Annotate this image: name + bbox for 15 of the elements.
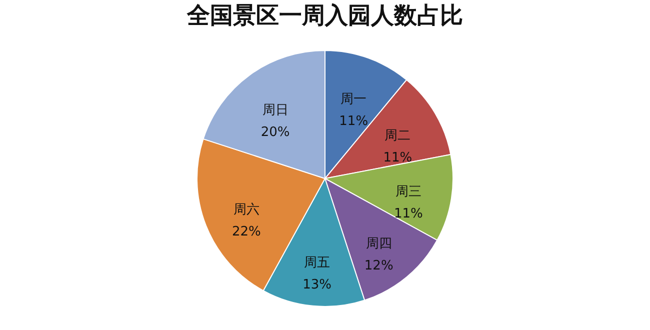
slice-label: 周六 — [233, 202, 260, 218]
data-label: 13% — [302, 278, 332, 293]
slice-label: 周四 — [366, 236, 392, 252]
slice-label: 周一 — [340, 92, 367, 108]
slice-label: 周二 — [384, 128, 411, 144]
data-label: 11% — [394, 206, 423, 222]
data-label: 22% — [232, 224, 261, 240]
slice-label: 周三 — [395, 184, 422, 200]
chart-title: 全国景区一周入园人数占比 — [186, 3, 463, 29]
data-label: 12% — [364, 258, 394, 274]
slice-label: 周五 — [304, 256, 330, 271]
slice-label: 周日 — [262, 103, 288, 118]
data-label: 20% — [260, 125, 290, 140]
data-label: 11% — [339, 114, 368, 130]
data-label: 11% — [383, 150, 412, 166]
